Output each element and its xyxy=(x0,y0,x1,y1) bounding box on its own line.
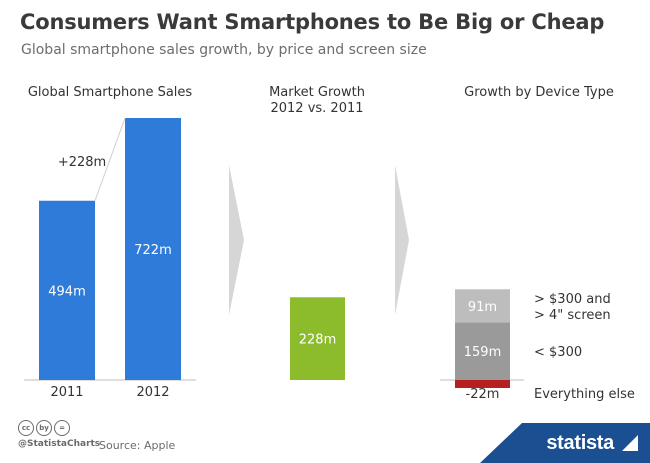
growth-annotation: +228m xyxy=(58,155,106,170)
bar-market-growth xyxy=(290,297,345,380)
segment-under-300-label: 159m xyxy=(464,345,501,360)
bar-label-market-growth: 228m xyxy=(299,333,336,348)
growth-connector xyxy=(94,117,126,201)
bar-2011 xyxy=(39,200,95,380)
segment-everything-else-label: -22m xyxy=(466,387,500,402)
segment-over-300-big-screen-label: 91m xyxy=(468,300,497,315)
segment-under-300 xyxy=(455,322,510,380)
x-tick-2012: 2012 xyxy=(136,385,169,400)
statista-logo[interactable]: statista xyxy=(546,432,614,454)
cc-icons: cc by = xyxy=(18,420,100,436)
panel3-title: Growth by Device Type xyxy=(464,85,614,100)
x-tick-2011: 2011 xyxy=(50,385,83,400)
arrow-chevron-1 xyxy=(229,165,244,315)
chart-subtitle: Global smartphone sales growth, by price… xyxy=(21,42,427,58)
creative-commons-icon[interactable]: cc xyxy=(18,420,34,436)
bar-label-2012: 722m xyxy=(134,243,171,258)
attribution-icon[interactable]: by xyxy=(36,420,52,436)
statista-handle: @StatistaCharts xyxy=(18,439,101,449)
segment-over-300-big-screen xyxy=(455,289,510,323)
segment-over-300-big-screen-legend: > $300 and > 4" screen xyxy=(534,292,611,323)
panel1-title: Global Smartphone Sales xyxy=(28,85,193,100)
arrow-chevron-2 xyxy=(395,165,409,315)
license-block: cc by = @StatistaCharts xyxy=(18,420,100,449)
segment-under-300-legend: < $300 xyxy=(534,345,582,360)
bar-2012 xyxy=(125,118,181,380)
source-note: Source: Apple xyxy=(99,439,176,452)
panel2-title: Market Growth 2012 vs. 2011 xyxy=(269,85,365,116)
segment-everything-else-legend: Everything else xyxy=(534,387,635,402)
bar-label-2011: 494m xyxy=(48,284,85,299)
segment-everything-else xyxy=(455,380,510,388)
no-derivatives-icon[interactable]: = xyxy=(54,420,70,436)
chart-title: Consumers Want Smartphones to Be Big or … xyxy=(20,10,605,34)
